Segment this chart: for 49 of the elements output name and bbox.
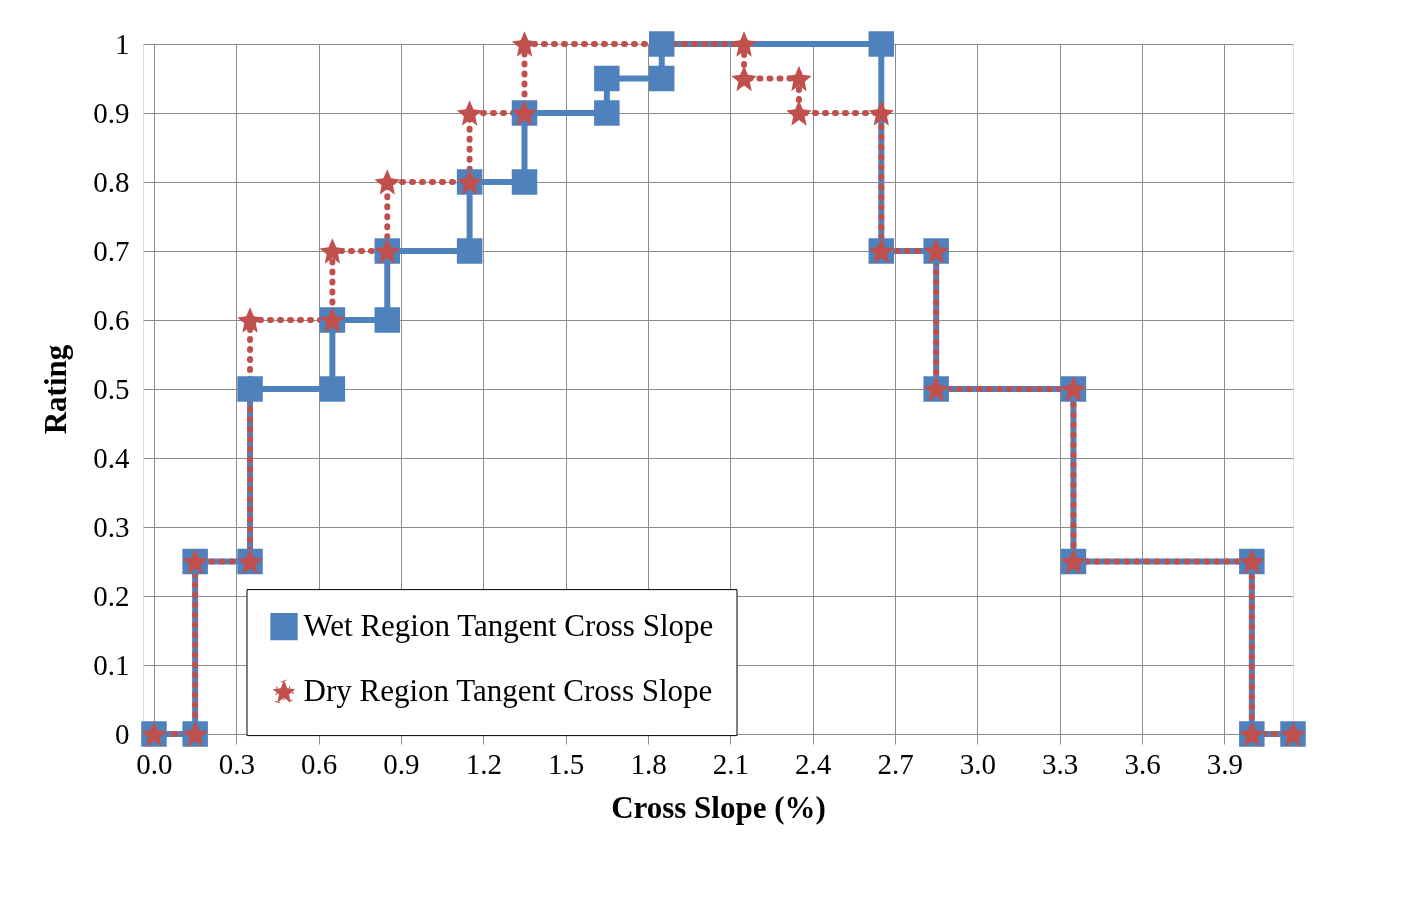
point xyxy=(594,65,620,92)
y-tick-label: 0.9 xyxy=(93,96,130,129)
x-tick-label: 1.2 xyxy=(465,747,502,780)
y-tick-label: 0.2 xyxy=(93,579,130,612)
point xyxy=(648,31,675,57)
point xyxy=(374,307,401,333)
y-tick-label: 0.7 xyxy=(93,234,130,267)
x-axis-title: Cross Slope (%) xyxy=(611,789,826,825)
point xyxy=(456,238,483,264)
point xyxy=(237,376,263,402)
point xyxy=(319,376,346,402)
point xyxy=(511,169,538,195)
point xyxy=(374,169,401,195)
y-tick-label: 0.6 xyxy=(93,303,130,336)
point xyxy=(319,238,346,264)
x-tick-label: 0.3 xyxy=(218,747,255,780)
point xyxy=(786,100,812,126)
x-tick-label: 2.1 xyxy=(712,747,749,780)
point xyxy=(511,31,538,57)
y-tick-label: 0.1 xyxy=(93,648,130,681)
point xyxy=(594,100,620,126)
x-tick-label: 3.0 xyxy=(959,747,996,780)
y-axis-title: Rating xyxy=(38,344,74,435)
point xyxy=(648,65,675,92)
y-tick-label: 0.8 xyxy=(93,165,130,198)
y-tick-label: 0 xyxy=(115,717,130,750)
legend-label: Dry Region Tangent Cross Slope xyxy=(303,672,713,708)
x-tick-label: 1.5 xyxy=(548,747,585,780)
point xyxy=(731,31,757,57)
x-tick-label: 0.9 xyxy=(383,747,420,780)
point xyxy=(237,307,263,333)
y-tick-label: 0.5 xyxy=(93,372,130,405)
y-tick-label: 0.4 xyxy=(93,441,130,474)
y-tick-label: 0.3 xyxy=(93,510,130,543)
point xyxy=(868,31,895,57)
point xyxy=(456,100,483,126)
x-tick-label: 3.9 xyxy=(1206,747,1244,780)
x-tick-label: 0.0 xyxy=(136,747,173,780)
x-tick-label: 2.4 xyxy=(795,747,832,780)
point xyxy=(731,65,757,92)
point xyxy=(786,65,812,92)
x-tick-label: 0.6 xyxy=(301,747,338,780)
x-tick-label: 2.7 xyxy=(877,747,914,780)
x-tick-label: 3.6 xyxy=(1124,747,1161,780)
point xyxy=(868,100,895,126)
x-tick-label: 1.8 xyxy=(630,747,667,780)
x-tick-label: 3.3 xyxy=(1042,747,1079,780)
y-tick-label: 1 xyxy=(115,27,130,60)
legend-label: Wet Region Tangent Cross Slope xyxy=(303,607,714,643)
